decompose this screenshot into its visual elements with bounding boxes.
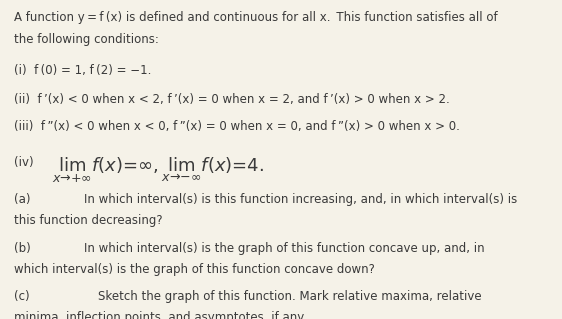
Text: (ii)  f ’(x) < 0 when x < 2, f ’(x) = 0 when x = 2, and f ’(x) > 0 when x > 2.: (ii) f ’(x) < 0 when x < 2, f ’(x) = 0 w…: [14, 93, 450, 106]
Text: (iv): (iv): [14, 156, 34, 169]
Text: minima, inflection points, and asymptotes, if any.: minima, inflection points, and asymptote…: [14, 311, 306, 319]
Text: (iii)  f ”(x) < 0 when x < 0, f ”(x) = 0 when x = 0, and f ”(x) > 0 when x > 0.: (iii) f ”(x) < 0 when x < 0, f ”(x) = 0 …: [14, 120, 460, 133]
Text: $\lim_{x\rightarrow+\infty} f(x) = \infty, \lim_{x\rightarrow-\infty} f(x) = 4.$: $\lim_{x\rightarrow+\infty} f(x) = \inft…: [52, 156, 264, 185]
Text: (c): (c): [14, 290, 30, 303]
Text: which interval(s) is the graph of this function concave down?: which interval(s) is the graph of this f…: [14, 263, 375, 276]
Text: Sketch the graph of this function. Mark relative maxima, relative: Sketch the graph of this function. Mark …: [98, 290, 482, 303]
Text: A function y = f (x) is defined and continuous for all x. This function satisfie: A function y = f (x) is defined and cont…: [14, 11, 498, 24]
Text: (i)  f (0) = 1, f (2) = −1.: (i) f (0) = 1, f (2) = −1.: [14, 64, 151, 77]
Text: the following conditions:: the following conditions:: [14, 33, 159, 47]
Text: this function decreasing?: this function decreasing?: [14, 214, 162, 227]
Text: (b): (b): [14, 242, 31, 256]
Text: (a): (a): [14, 193, 30, 206]
Text: In which interval(s) is the graph of this function concave up, and, in: In which interval(s) is the graph of thi…: [84, 242, 485, 256]
Text: In which interval(s) is this function increasing, and, in which interval(s) is: In which interval(s) is this function in…: [84, 193, 518, 206]
